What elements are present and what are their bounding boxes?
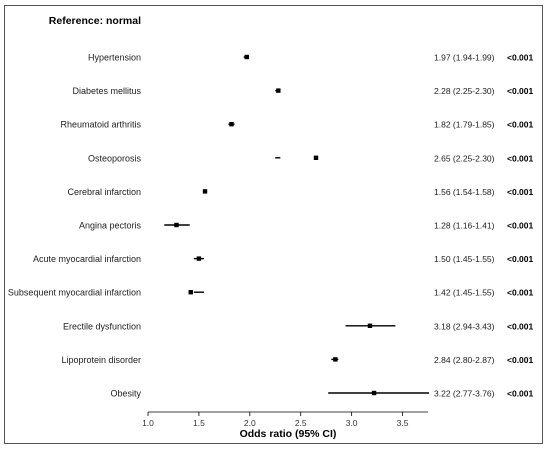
point-estimate [174,222,179,228]
forest-rows: Hypertension 1.97 (1.94-1.99) <0.001Diabet… [8,53,534,399]
row-label: Acute myocardial infarction [33,254,141,264]
row-label: Hypertension [88,53,141,63]
row-label: Diabetes mellitus [72,86,141,96]
forest-row: Erectile dysfunction 3.18 (2.94-3.43) <0.0… [63,321,534,331]
row-label: Subsequent myocardial infarction [8,288,141,298]
x-tick-label: 3.5 [397,418,409,428]
ci-text: 3.18 (2.94-3.43) [434,321,495,331]
point-estimate [196,256,202,261]
x-tick-label: 2.0 [244,418,256,428]
ci-text: 1.28 (1.16-1.41) [434,221,495,231]
forest-row: Angina pectoris 1.28 (1.16-1.41) <0.001 [79,221,534,231]
reference-label: Reference: normal [49,15,141,27]
row-label: Rheumatoid arthritis [60,120,141,130]
x-tick-label: 1.5 [193,418,205,428]
p-value: <0.001 [507,221,534,231]
ci-text: 2.84 (2.80-2.87) [434,355,495,365]
p-value: <0.001 [507,153,534,163]
p-value: <0.001 [507,254,534,264]
p-value: <0.001 [507,321,534,331]
row-label: Angina pectoris [79,221,142,231]
x-tick-label: 1.0 [142,418,154,428]
p-value: <0.001 [507,53,534,63]
row-label: Erectile dysfunction [63,321,141,331]
point-estimate [313,155,319,160]
forest-row: Diabetes mellitus 2.28 (2.25-2.30) <0.001 [72,86,533,96]
forest-row: Rheumatoid arthritis 1.82 (1.79-1.85) <0.0… [60,120,533,130]
ci-text: 2.28 (2.25-2.30) [434,86,495,96]
forest-row: Lipoprotein disorder 2.84 (2.80-2.87) <0.0… [61,355,533,365]
forest-row: Subsequent myocardial infarction 1.42 (1.… [8,288,534,298]
forest-row: Hypertension 1.97 (1.94-1.99) <0.001 [88,53,534,63]
p-value: <0.001 [507,288,534,298]
x-axis-ticks: 1.0 1.5 2.0 2.5 3.0 3.5 [142,412,409,428]
row-label: Osteoporosis [88,153,142,163]
forest-row: Cerebral infarction 1.56 (1.54-1.58) <0.00… [67,187,533,197]
point-estimate [188,290,193,295]
p-value: <0.001 [507,120,534,130]
x-axis-label: Odds ratio (95% CI) [240,428,337,440]
point-estimate [371,390,377,396]
point-estimate [202,189,208,194]
ci-text: 1.97 (1.94-1.99) [434,53,495,63]
x-tick-label: 3.0 [346,418,358,428]
forest-row: Obesity 3.22 (2.77-3.76) <0.001 [110,389,533,399]
p-value: <0.001 [507,187,534,197]
x-tick-label: 2.5 [295,418,307,428]
point-estimate [367,323,373,328]
p-value: <0.001 [507,355,534,365]
row-label: Cerebral infarction [67,187,141,197]
p-value: <0.001 [507,389,534,399]
forest-row: Osteoporosis 2.65 (2.25-2.30) <0.001 [88,153,534,163]
row-label: Lipoprotein disorder [61,355,141,365]
ci-text: 1.50 (1.45-1.55) [434,254,495,264]
point-estimate [333,357,338,362]
ci-text: 1.56 (1.54-1.58) [434,187,495,197]
forest-row: Acute myocardial infarction 1.50 (1.45-1.… [33,254,534,264]
ci-text: 3.22 (2.77-3.76) [434,389,495,399]
p-value: <0.001 [507,86,534,96]
ci-text: 1.42 (1.45-1.55) [434,288,495,298]
point-estimate [229,122,234,127]
figure-border [4,5,543,444]
ci-text: 1.82 (1.79-1.85) [434,120,495,130]
row-label: Obesity [110,389,141,399]
ci-text: 2.65 (2.25-2.30) [434,153,495,163]
point-estimate [276,88,281,93]
point-estimate [244,54,249,60]
